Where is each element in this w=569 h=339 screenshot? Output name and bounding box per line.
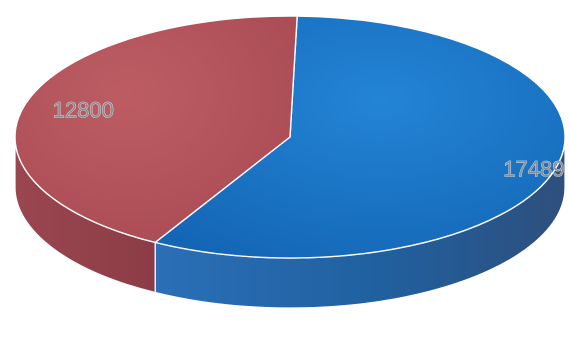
data-label-12800: 12800 [53, 98, 114, 123]
data-label-17489: 17489 [503, 156, 564, 181]
pie-slice-17489 [154, 15, 566, 259]
pie-labels: 17489 12800 [52, 97, 564, 181]
pie-tops [14, 15, 566, 259]
pie-slice-12800 [14, 15, 298, 244]
